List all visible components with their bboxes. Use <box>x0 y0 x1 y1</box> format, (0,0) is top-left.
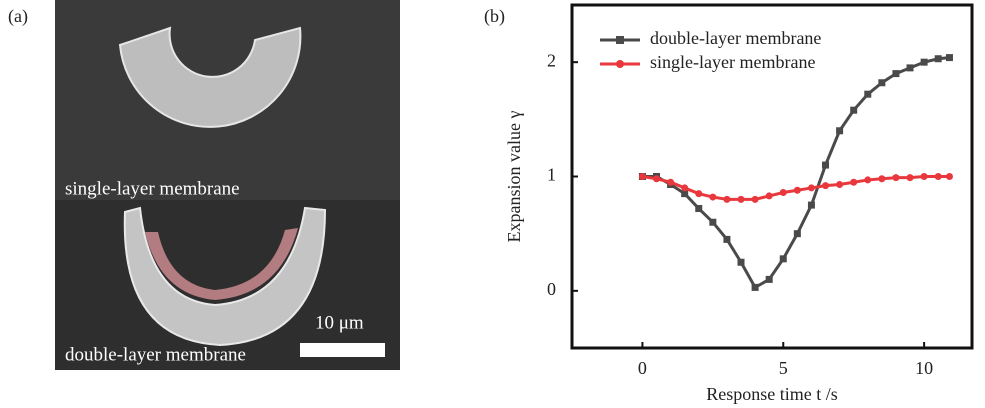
marker <box>709 193 717 201</box>
marker <box>807 201 815 209</box>
marker <box>723 235 731 243</box>
sem-image: single-layer membrane double-layer membr… <box>55 0 400 370</box>
marker <box>945 54 953 62</box>
scale-label: 10 μm <box>315 312 364 333</box>
x-tick-label: 0 <box>638 358 647 378</box>
marker <box>878 175 886 183</box>
marker <box>920 173 928 180</box>
image-caption: single-layer membrane <box>65 178 240 199</box>
panel-label: (a) <box>8 6 28 27</box>
y-tick-label: 1 <box>547 165 556 185</box>
marker <box>822 161 830 169</box>
legend-label: single-layer membrane <box>650 52 815 72</box>
panel-label: (b) <box>484 6 505 27</box>
image-caption: double-layer membrane <box>65 344 246 365</box>
marker <box>681 190 689 198</box>
marker <box>779 189 787 197</box>
legend-marker <box>616 60 624 68</box>
inner-layer <box>145 228 298 300</box>
marker <box>765 275 773 283</box>
marker <box>653 175 661 183</box>
marker <box>737 258 745 266</box>
x-tick-label: 5 <box>779 358 788 378</box>
marker <box>822 182 830 190</box>
y-tick-label: 2 <box>547 50 556 70</box>
marker <box>864 90 872 98</box>
marker <box>793 230 801 238</box>
marker <box>945 173 953 180</box>
marker <box>737 195 745 203</box>
marker <box>638 173 646 180</box>
marker <box>779 255 787 263</box>
legend-label: double-layer membrane <box>650 28 821 48</box>
marker <box>695 205 703 213</box>
marker <box>934 55 942 63</box>
y-axis-label: Expansion value γ <box>504 110 524 242</box>
marker <box>850 178 858 186</box>
marker <box>934 173 942 180</box>
marker <box>793 186 801 194</box>
marker <box>878 79 886 87</box>
marker <box>892 174 900 182</box>
marker <box>709 218 717 226</box>
marker <box>850 106 858 114</box>
single-membrane-shape <box>118 26 302 128</box>
marker <box>892 70 900 78</box>
x-axis-label: Response time t /s <box>706 384 838 404</box>
marker <box>807 184 815 192</box>
series-line <box>642 56 950 290</box>
marker <box>695 190 703 198</box>
marker <box>723 195 731 203</box>
marker <box>920 58 928 66</box>
marker <box>836 127 844 135</box>
legend-marker <box>616 36 624 44</box>
marker <box>765 192 773 200</box>
marker <box>751 283 759 291</box>
marker <box>836 181 844 189</box>
x-tick-label: 10 <box>915 358 933 378</box>
marker <box>864 176 872 184</box>
marker <box>906 174 914 182</box>
y-tick-label: 0 <box>547 279 556 299</box>
scale-bar <box>300 343 385 357</box>
marker <box>667 178 675 186</box>
marker <box>681 184 689 192</box>
marker <box>751 195 759 203</box>
double-membrane-shape <box>123 206 327 347</box>
marker <box>906 64 914 72</box>
